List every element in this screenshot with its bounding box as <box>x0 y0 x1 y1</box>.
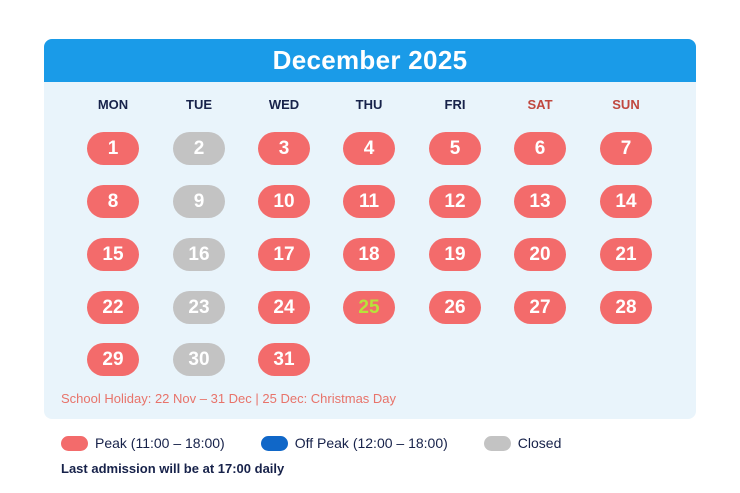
day-26[interactable]: 26 <box>429 291 481 324</box>
day-20[interactable]: 20 <box>514 238 566 271</box>
day-18[interactable]: 18 <box>343 238 395 271</box>
weekday-mon: MON <box>97 97 129 112</box>
legend-label-offpeak: Off Peak (12:00 – 18:00) <box>294 435 448 451</box>
day-1[interactable]: 1 <box>87 132 139 165</box>
day-12[interactable]: 12 <box>429 185 481 218</box>
day-16[interactable]: 16 <box>173 238 225 271</box>
day-9[interactable]: 9 <box>173 185 225 218</box>
day-22[interactable]: 22 <box>87 291 139 324</box>
legend-swatch-closed <box>483 435 511 451</box>
day-19[interactable]: 19 <box>429 238 481 271</box>
legend-swatch-offpeak <box>260 435 288 451</box>
day-25[interactable]: 25 <box>343 291 395 324</box>
legend-item-peak: Peak (11:00 – 18:00) <box>61 435 225 451</box>
day-4[interactable]: 4 <box>343 132 395 165</box>
weekday-fri: FRI <box>444 97 466 112</box>
last-admission-note: Last admission will be at 17:00 daily <box>61 461 285 476</box>
weekday-row: MON TUE WED THU FRI SAT SUN <box>44 97 696 117</box>
day-14[interactable]: 14 <box>600 185 652 218</box>
day-3[interactable]: 3 <box>258 132 310 165</box>
day-13[interactable]: 13 <box>514 185 566 218</box>
legend-item-offpeak: Off Peak (12:00 – 18:00) <box>260 435 448 451</box>
day-24[interactable]: 24 <box>258 291 310 324</box>
weekday-wed: WED <box>268 97 300 112</box>
day-29[interactable]: 29 <box>87 343 139 376</box>
weekday-sun: SUN <box>612 97 640 112</box>
day-11[interactable]: 11 <box>343 185 395 218</box>
day-5[interactable]: 5 <box>429 132 481 165</box>
holiday-footnote: School Holiday: 22 Nov – 31 Dec | 25 Dec… <box>61 391 397 406</box>
weekday-sat: SAT <box>527 97 553 112</box>
day-30[interactable]: 30 <box>173 343 225 376</box>
day-6[interactable]: 6 <box>514 132 566 165</box>
calendar-title: December 2025 <box>272 45 468 75</box>
legend-label-peak: Peak (11:00 – 18:00) <box>95 435 225 451</box>
day-23[interactable]: 23 <box>173 291 225 324</box>
day-17[interactable]: 17 <box>258 238 310 271</box>
weekday-tue: TUE <box>186 97 212 112</box>
legend: Peak (11:00 – 18:00) Off Peak (12:00 – 18… <box>61 433 597 453</box>
day-27[interactable]: 27 <box>514 291 566 324</box>
day-21[interactable]: 21 <box>600 238 652 271</box>
calendar-header: December 2025 <box>44 39 696 82</box>
day-10[interactable]: 10 <box>258 185 310 218</box>
day-2[interactable]: 2 <box>173 132 225 165</box>
day-grid: 1 2 3 4 5 6 7 8 9 10 11 12 13 14 15 16 17 18 19 20 21 22 23 24 2… <box>44 39 696 419</box>
legend-label-closed: Closed <box>517 435 562 451</box>
day-28[interactable]: 28 <box>600 291 652 324</box>
day-31[interactable]: 31 <box>258 343 310 376</box>
legend-swatch-peak <box>61 435 88 451</box>
day-7[interactable]: 7 <box>600 132 652 165</box>
day-15[interactable]: 15 <box>87 238 139 271</box>
day-8[interactable]: 8 <box>87 185 139 218</box>
weekday-thu: THU <box>355 97 383 112</box>
legend-item-closed: Closed <box>483 435 562 451</box>
